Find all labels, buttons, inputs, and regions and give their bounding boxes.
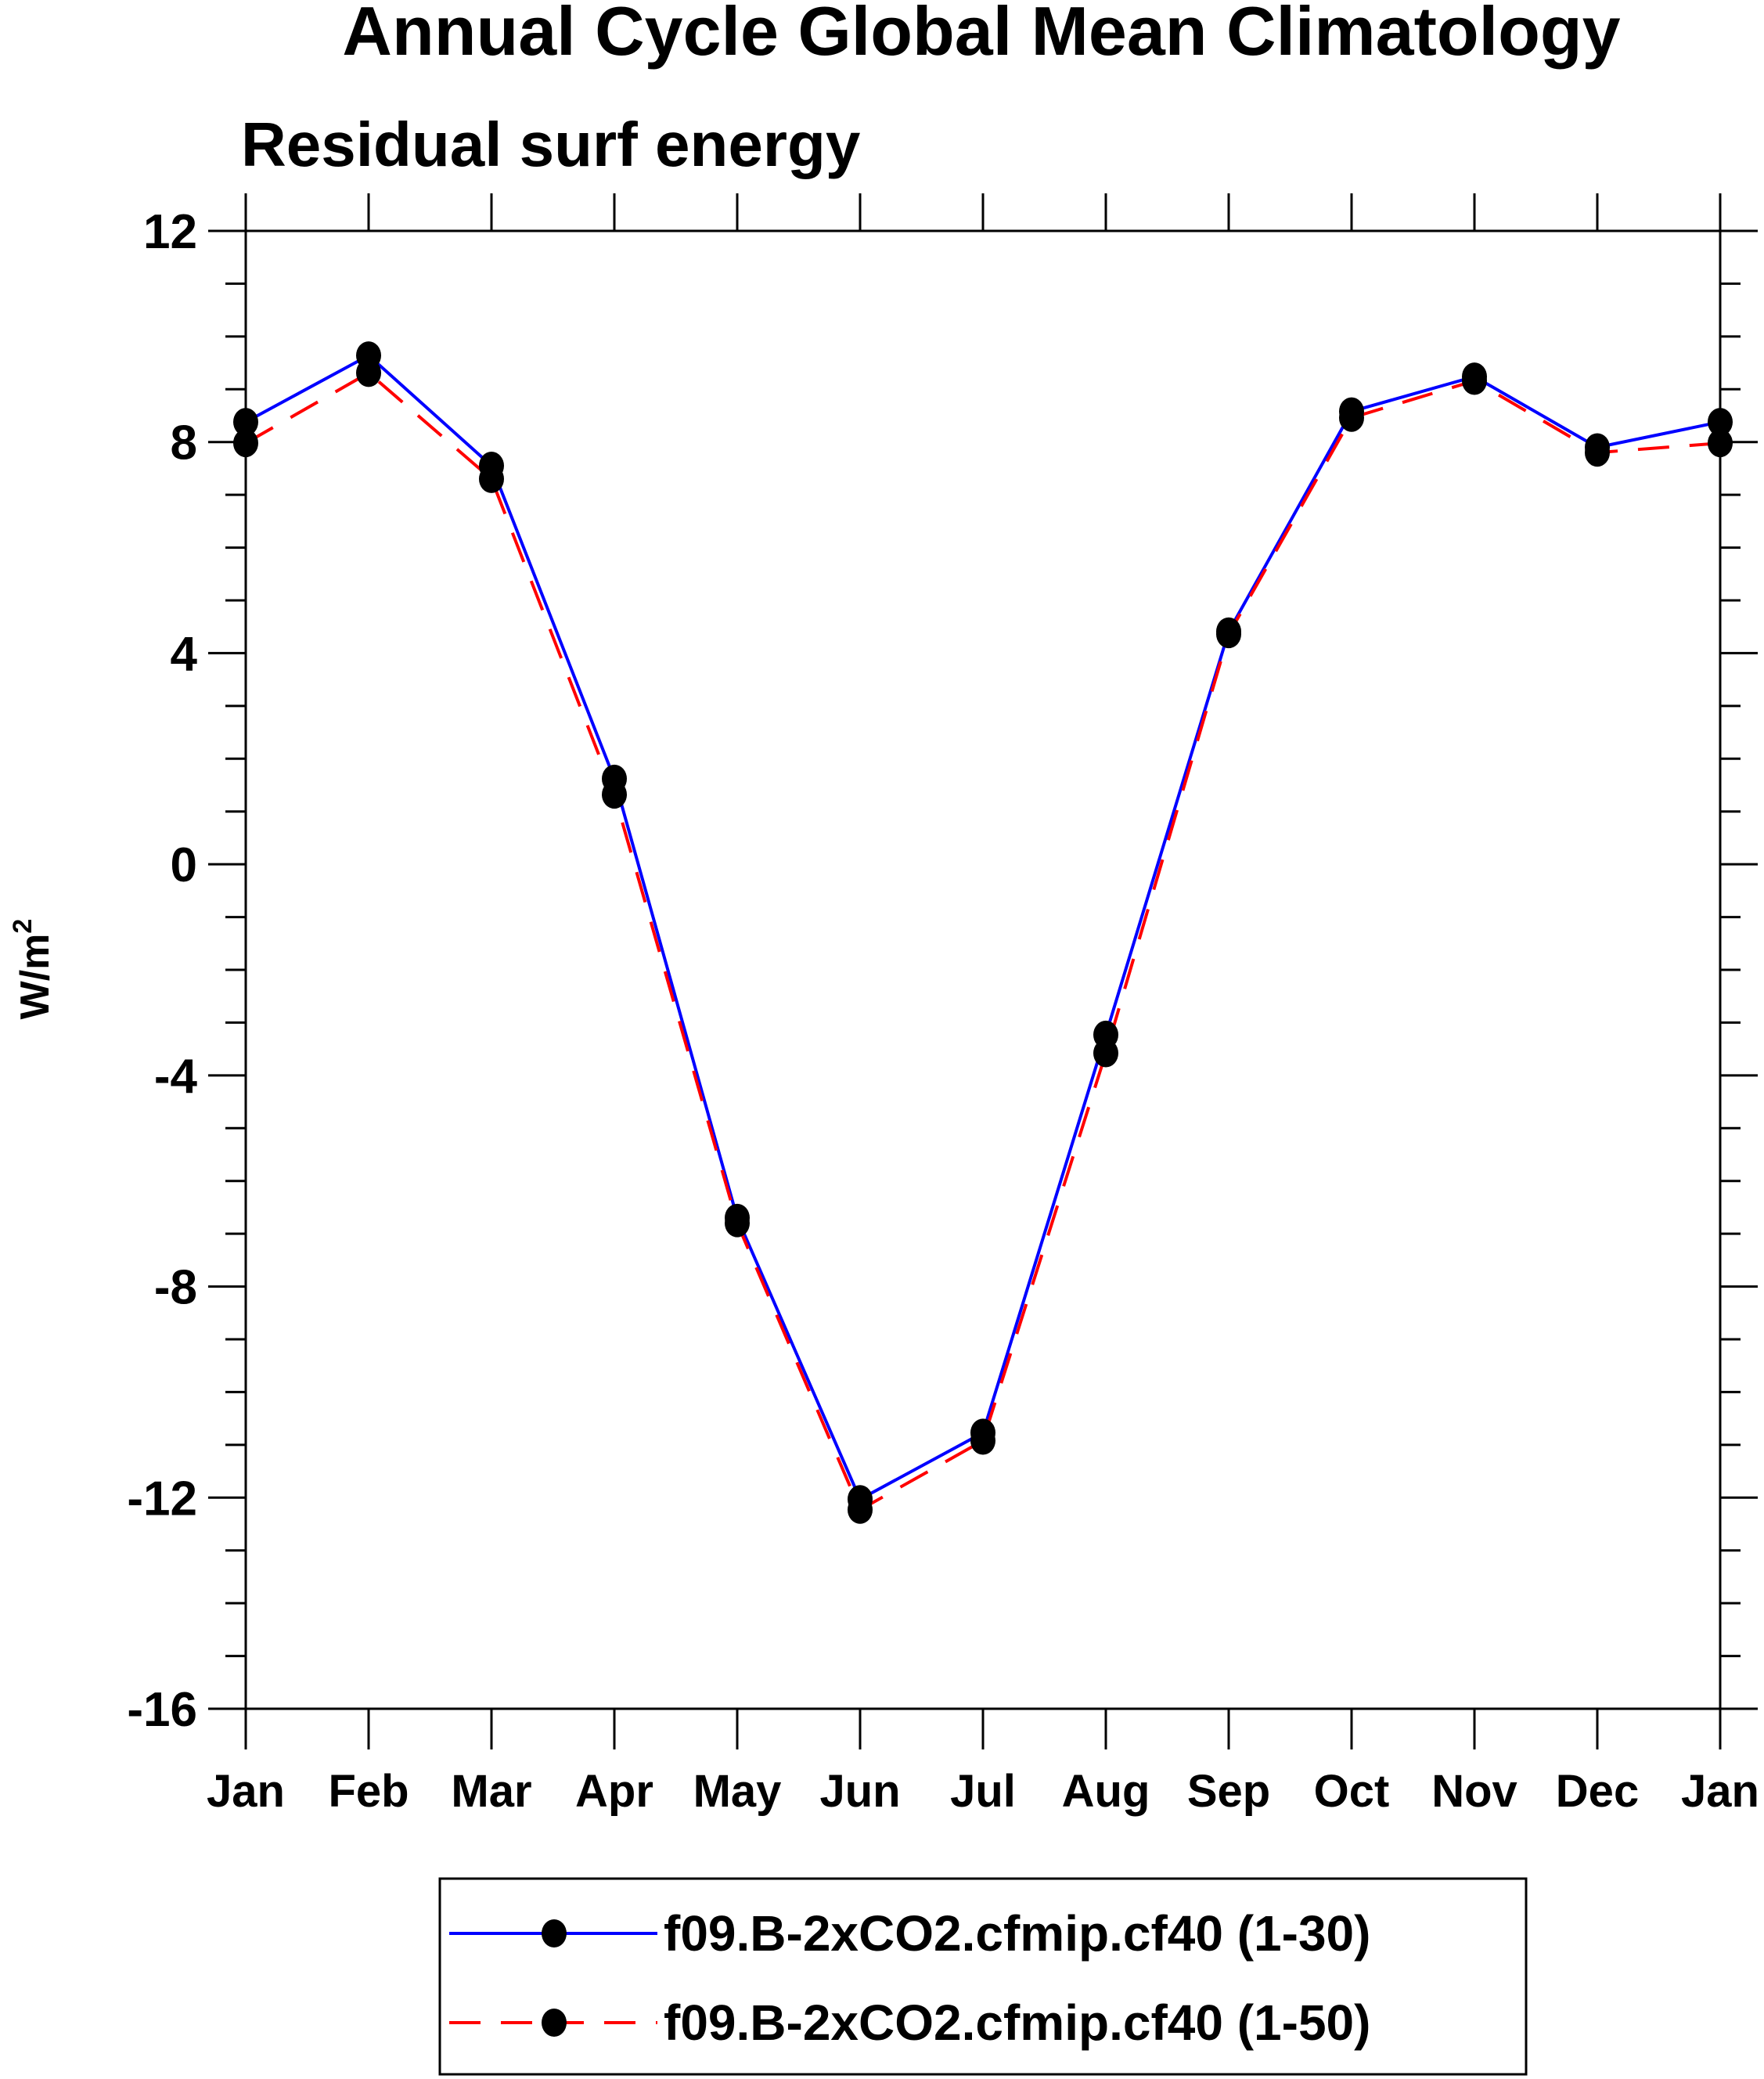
x-tick-label: Aug <box>1062 1766 1150 1817</box>
x-tick-label: Dec <box>1556 1766 1639 1817</box>
plot-frame <box>244 229 1722 1710</box>
y-tick-label: -12 <box>127 1472 197 1526</box>
x-tick-label: Apr <box>575 1766 653 1817</box>
x-tick-label: May <box>693 1766 782 1817</box>
x-tick-label: Sep <box>1187 1766 1270 1817</box>
y-axis-label-text: W/m <box>13 934 58 1020</box>
data-point-series-2 <box>1339 403 1364 432</box>
data-point-series-2 <box>1585 438 1610 467</box>
x-tick-label: Jul <box>950 1766 1016 1817</box>
data-point-series-2 <box>725 1209 750 1238</box>
y-tick-label: -16 <box>127 1683 197 1737</box>
data-point-series-2 <box>1093 1039 1118 1068</box>
data-point-series-2 <box>479 464 504 493</box>
x-tick-label: Mar <box>451 1766 531 1817</box>
data-point-series-2 <box>970 1426 995 1455</box>
y-tick-label: 4 <box>171 627 198 681</box>
legend-label-1: f09.B-2xCO2.cfmip.cf40 (1-30) <box>664 1905 1370 1962</box>
y-tick-label: 12 <box>143 205 197 259</box>
legend-label-2: f09.B-2xCO2.cfmip.cf40 (1-50) <box>664 1994 1370 2051</box>
series-group <box>233 341 1733 1524</box>
legend: f09.B-2xCO2.cfmip.cf40 (1-30) f09.B-2xCO2… <box>438 1877 1528 2076</box>
data-point-series-1 <box>1708 408 1733 437</box>
x-tick-label: Oct <box>1314 1766 1390 1817</box>
x-tick-label: Jan <box>207 1766 285 1817</box>
chart-subtitle: Residual surf energy <box>241 110 861 179</box>
data-point-series-2 <box>1708 429 1733 458</box>
x-tick-label: Jan <box>1681 1766 1759 1817</box>
series-line-2 <box>245 370 1721 1512</box>
y-tick-label: 8 <box>171 416 197 470</box>
legend-marker-2 <box>542 2009 567 2037</box>
data-point-series-2 <box>1216 620 1241 649</box>
chart-title: Annual Cycle Global Mean Climatology <box>342 0 1620 70</box>
data-point-series-2 <box>602 780 627 809</box>
y-tick-label: -4 <box>154 1050 198 1104</box>
data-point-series-1 <box>233 408 258 437</box>
data-point-series-2 <box>848 1495 873 1524</box>
y-tick-label: -8 <box>154 1261 197 1315</box>
x-tick-label: Jun <box>819 1766 900 1817</box>
y-axis-label: W/m2 <box>8 919 58 1020</box>
data-point-series-2 <box>356 359 381 387</box>
legend-box <box>438 1877 1528 2076</box>
y-axis-label-superscript: 2 <box>8 919 38 934</box>
x-tick-label: Nov <box>1431 1766 1517 1817</box>
series-line-1 <box>245 353 1721 1502</box>
x-tick-label: Feb <box>328 1766 409 1817</box>
legend-marker-1 <box>542 1919 567 1947</box>
data-point-series-2 <box>1462 366 1487 395</box>
y-tick-label: 0 <box>171 838 197 892</box>
data-point-series-2 <box>233 429 258 458</box>
